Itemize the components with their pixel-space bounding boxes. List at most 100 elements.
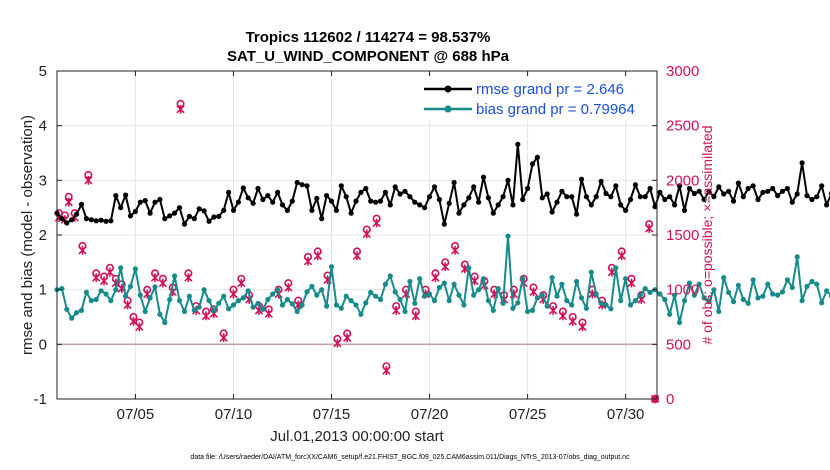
rmse-point <box>676 183 683 189</box>
y2-axis-label: # of obs: o=possible; ×=assimilated <box>699 125 715 344</box>
rmse-point <box>338 183 344 189</box>
rmse-point <box>137 199 143 205</box>
obs-assimilated-marker <box>284 283 293 292</box>
rmse-point <box>770 185 776 192</box>
rmse-point <box>279 202 286 208</box>
bias-point <box>147 295 153 301</box>
rmse-point <box>314 195 320 201</box>
rmse-point <box>118 205 124 211</box>
bias-point <box>529 307 536 313</box>
rmse-point <box>417 202 423 208</box>
bias-point <box>211 307 217 313</box>
bias-point <box>505 233 511 239</box>
rmse-point <box>157 196 163 203</box>
rmse-point <box>721 191 727 197</box>
rmse-point <box>583 194 590 200</box>
bias-point <box>201 287 207 293</box>
rmse-point <box>392 184 398 190</box>
rmse-point <box>534 154 541 160</box>
rmse-point <box>226 189 232 195</box>
rmse-point <box>490 210 496 216</box>
bias-point <box>711 287 717 293</box>
bias-point <box>333 302 339 308</box>
rmse-point <box>167 213 173 219</box>
bias-point <box>270 291 276 297</box>
rmse-point <box>397 191 403 197</box>
bias-point <box>392 289 398 295</box>
rmse-point <box>564 194 570 200</box>
bias-point <box>451 281 457 287</box>
rmse-point <box>69 217 75 223</box>
bias-point <box>819 300 825 306</box>
bias-point <box>289 301 295 307</box>
bias-point <box>809 278 815 285</box>
rmse-point <box>471 184 477 190</box>
rmse-point <box>784 185 791 192</box>
obs-assimilated-marker <box>78 245 87 255</box>
rmse-point <box>446 200 452 206</box>
rmse-point <box>716 184 722 190</box>
bias-point <box>152 284 158 290</box>
obs-assimilated-marker <box>558 311 568 321</box>
bias-point <box>662 296 668 303</box>
rmse-point <box>603 190 609 197</box>
rmse-point <box>662 196 668 203</box>
bias-point <box>260 306 266 312</box>
rmse-point <box>451 179 457 186</box>
rmse-point <box>83 216 89 222</box>
rmse-point <box>328 198 335 204</box>
rmse-point <box>740 194 746 200</box>
rmse-point <box>250 200 256 206</box>
y2-tick-label: 500 <box>666 336 691 353</box>
rmse-point <box>265 193 271 199</box>
bias-point <box>382 281 388 287</box>
bias-point <box>353 302 359 308</box>
obs-assimilated-marker <box>431 273 440 283</box>
bias-point <box>760 293 766 299</box>
bias-point <box>103 291 109 297</box>
rmse-point <box>779 188 786 194</box>
rmse-point <box>520 196 526 203</box>
bias-point <box>142 308 148 315</box>
bias-point <box>397 296 403 303</box>
bias-point <box>520 276 526 282</box>
rmse-point <box>127 213 134 219</box>
obs-assimilated-marker <box>333 338 342 348</box>
rmse-point <box>260 196 266 203</box>
rmse-point <box>377 198 384 204</box>
bias-point <box>64 306 70 312</box>
rmse-point <box>196 206 202 212</box>
rmse-point <box>348 210 354 216</box>
rmse-point <box>230 207 237 213</box>
bias-point <box>554 293 560 299</box>
rmse-point <box>559 188 565 194</box>
bias-point <box>275 287 281 293</box>
bias-point <box>226 306 232 312</box>
bias-point <box>716 308 722 315</box>
rmse-point <box>373 199 379 205</box>
y-axis-label: rmse and bias (model - observation) <box>19 115 36 355</box>
rmse-point <box>98 217 104 223</box>
rmse-point <box>147 210 153 216</box>
footnote: data file: /Users/raeder/DAI/ATM_forcXX/… <box>190 454 630 461</box>
legend: rmse grand pr = 2.646 bias grand pr = 0.… <box>418 76 654 120</box>
bias-point <box>59 286 65 292</box>
bias-point <box>426 291 433 297</box>
bias-point <box>632 298 639 304</box>
chart-subtitle: SAT_U_WIND_COMPONENT @ 688 hPa <box>227 48 510 65</box>
bias-point <box>485 298 491 304</box>
bias-point <box>515 300 521 306</box>
obs-assimilated-marker <box>264 309 273 319</box>
rmse-point <box>407 194 413 200</box>
rmse-point <box>549 209 555 215</box>
bias-point <box>603 302 609 308</box>
rmse-point <box>368 198 374 204</box>
rmse-point <box>59 216 65 222</box>
obs-assimilated-marker <box>237 278 246 288</box>
rmse-point <box>544 191 550 197</box>
obs-assimilated-marker <box>529 287 538 297</box>
rmse-point <box>142 198 148 204</box>
y-tick-label: 5 <box>39 63 47 80</box>
rmse-point <box>735 180 742 186</box>
